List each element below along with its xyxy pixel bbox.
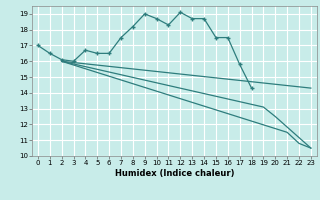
X-axis label: Humidex (Indice chaleur): Humidex (Indice chaleur) xyxy=(115,169,234,178)
